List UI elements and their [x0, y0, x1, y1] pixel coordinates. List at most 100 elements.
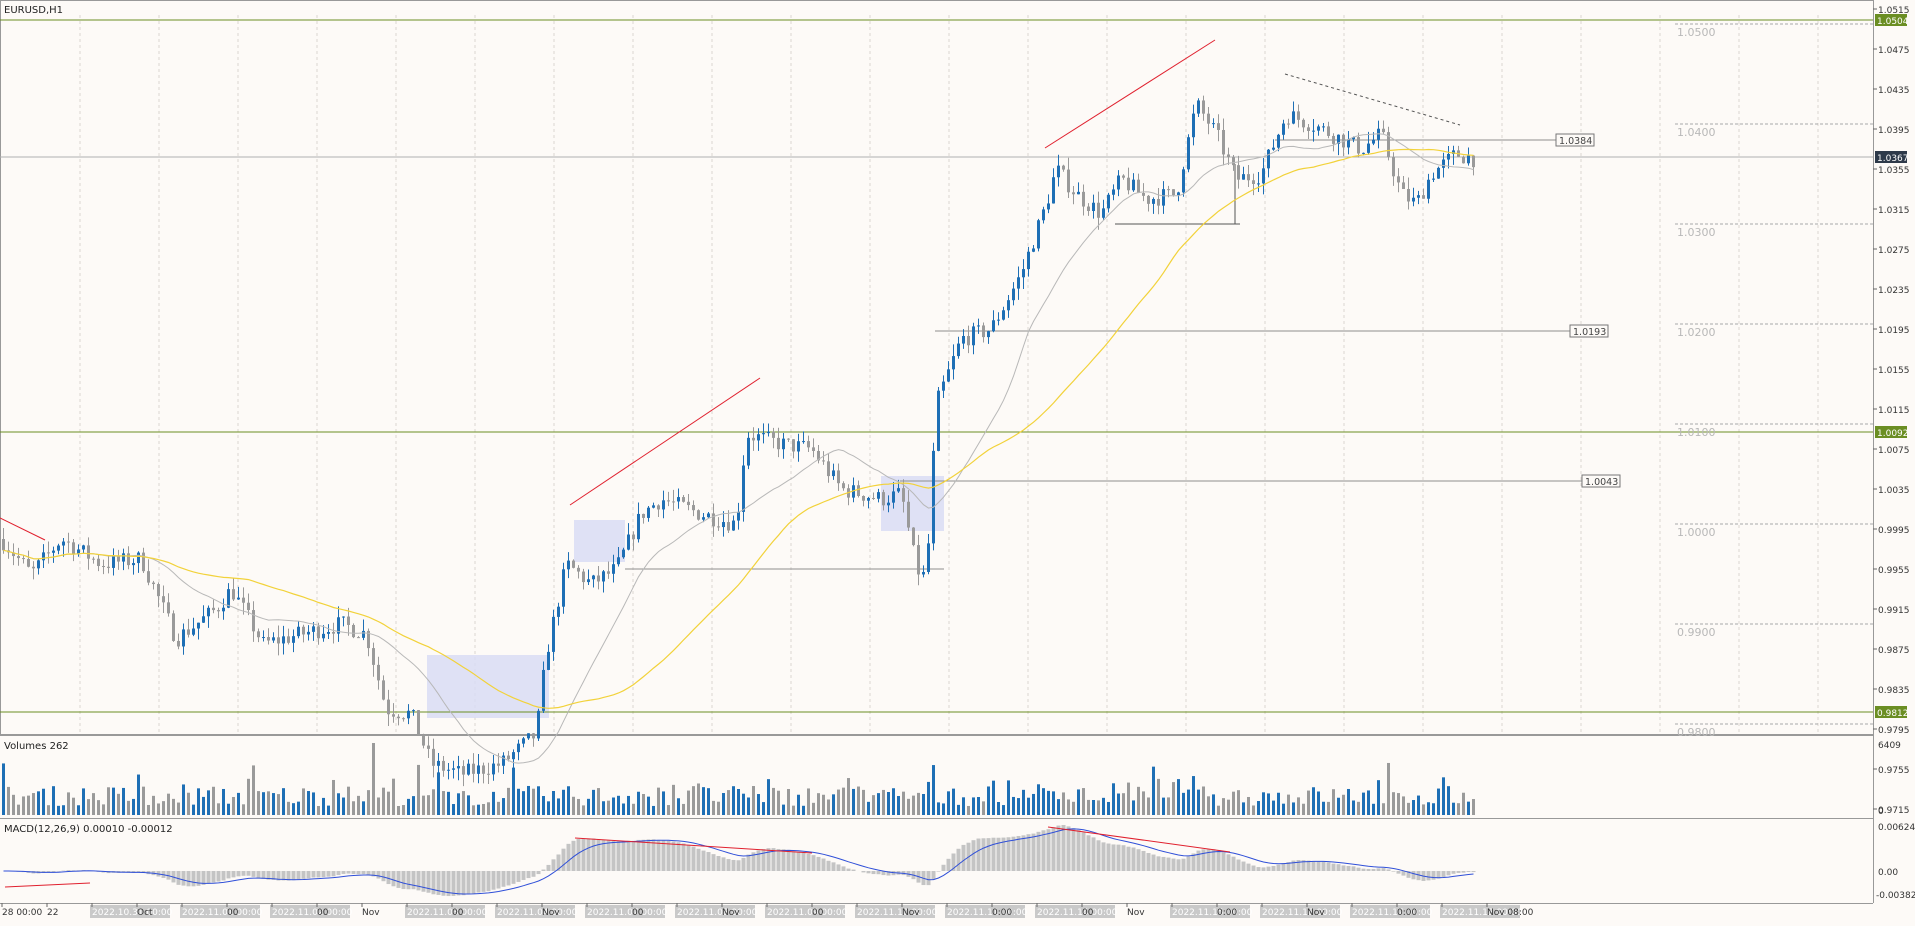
candle-body: [617, 557, 620, 564]
candle-body: [782, 439, 785, 450]
candle-body: [422, 735, 425, 746]
volume-bar: [82, 788, 85, 815]
candle-body: [427, 746, 430, 749]
volume-bar: [372, 743, 375, 815]
volume-bar: [352, 801, 355, 815]
volume-bar: [152, 796, 155, 815]
volume-bar: [87, 799, 90, 815]
volume-bar: [872, 795, 875, 815]
macd-bar: [777, 849, 781, 871]
volume-bar: [1462, 793, 1465, 815]
volume-bar: [1282, 804, 1285, 815]
macd-bar: [342, 871, 346, 874]
volume-bar: [762, 802, 765, 815]
macd-bar: [1137, 849, 1141, 871]
candle-body: [197, 623, 200, 629]
macd-bar: [362, 871, 366, 874]
volume-bar: [172, 799, 175, 815]
volume-bar: [442, 791, 445, 815]
volume-bar: [1202, 786, 1205, 815]
macd-bar: [412, 871, 416, 889]
macd-bar: [1342, 865, 1346, 871]
time-tick-label: 0:00: [1397, 908, 1417, 918]
candle-body: [1262, 168, 1265, 183]
candle-body: [917, 545, 920, 574]
candle-body: [1092, 203, 1095, 211]
candle-body: [237, 598, 240, 600]
macd-bar: [212, 871, 216, 882]
volume-bar: [927, 782, 930, 815]
candle-body: [867, 498, 870, 501]
volume-bar: [582, 805, 585, 815]
volume-bar: [1472, 799, 1475, 815]
range-box: [574, 520, 625, 562]
volume-bar: [1327, 802, 1330, 815]
candle-body: [1362, 153, 1365, 154]
macd-bar: [252, 871, 256, 877]
macd-bar: [1187, 856, 1191, 871]
volume-bar: [422, 796, 425, 815]
candle-body: [42, 552, 45, 560]
volume-bar: [342, 798, 345, 815]
candle-body: [1317, 126, 1320, 130]
candle-body: [177, 641, 180, 647]
volume-bar: [222, 789, 225, 815]
macd-bar: [1352, 866, 1356, 871]
candle-body: [1022, 269, 1025, 277]
candle-body: [797, 441, 800, 451]
macd-bar: [207, 871, 211, 884]
macd-bar: [947, 859, 951, 871]
candle-body: [167, 602, 170, 613]
time-tick-label: 2022.11.07 00:00: [587, 908, 668, 918]
volume-bar: [1197, 790, 1200, 815]
volume-bar: [1082, 788, 1085, 815]
candle-body: [332, 632, 335, 634]
candle-body: [297, 627, 300, 636]
candle-body: [1112, 189, 1115, 194]
volume-bar: [817, 793, 820, 815]
candle-body: [112, 556, 115, 568]
candle-body: [312, 626, 315, 631]
macd-bar: [1452, 871, 1456, 874]
candle-body: [1132, 180, 1135, 191]
candle-body: [287, 636, 290, 642]
candle-body: [127, 553, 130, 565]
macd-bar: [722, 857, 726, 871]
volume-bar: [1232, 792, 1235, 815]
macd-bar: [422, 871, 426, 892]
macd-bar: [512, 871, 516, 884]
volume-bar: [1432, 803, 1435, 815]
volume-bar: [577, 799, 580, 815]
volume-bar: [7, 787, 10, 815]
volume-bar: [967, 806, 970, 815]
macd-bar: [622, 841, 626, 871]
volume-bar: [142, 787, 145, 815]
volume-bar: [1237, 790, 1240, 815]
macd-bar: [1257, 867, 1261, 871]
volume-bar: [1182, 793, 1185, 815]
candle-body: [437, 761, 440, 766]
candle-body: [1217, 123, 1220, 130]
macd-bar: [1112, 844, 1116, 871]
volume-bar: [987, 786, 990, 815]
volume-bar: [427, 795, 430, 815]
candle-body: [1097, 203, 1100, 218]
candle-body: [982, 325, 985, 337]
volume-bar: [907, 799, 910, 815]
macd-bar: [852, 870, 856, 871]
macd-bar: [337, 871, 341, 875]
candle-body: [122, 553, 125, 561]
macd-bar: [712, 854, 716, 871]
volume-bar: [12, 795, 15, 815]
macd-bar: [1102, 842, 1106, 871]
volume-bar: [1052, 791, 1055, 815]
macd-bar: [487, 871, 491, 891]
candle-body: [357, 637, 360, 638]
candle-body: [972, 326, 975, 345]
level-tag-label: 1.0504: [1877, 17, 1909, 27]
price-line-label: 1.0384: [1559, 136, 1592, 147]
volume-bar: [697, 783, 700, 815]
candle-body: [457, 766, 460, 768]
candle-body: [1147, 196, 1150, 204]
macd-bar: [1347, 866, 1351, 871]
